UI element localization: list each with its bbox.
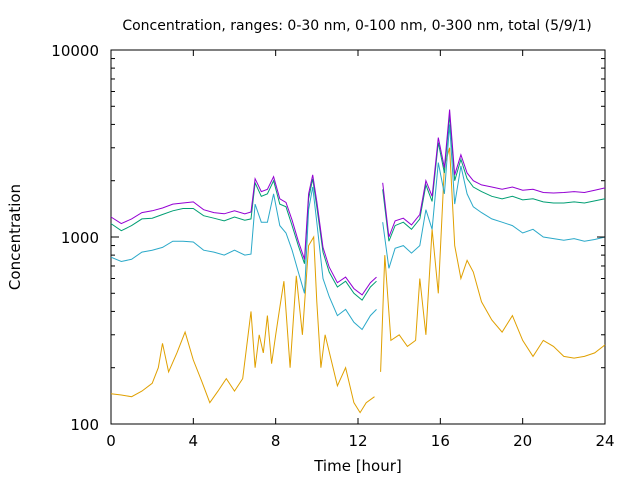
- x-tick-label: 16: [431, 432, 450, 450]
- series-line-1: [110, 147, 606, 414]
- x-tick-label: 20: [513, 432, 532, 450]
- y-tick-label: 10000: [51, 42, 99, 60]
- x-tick-label: 4: [189, 432, 199, 450]
- y-tick-label: 100: [70, 416, 99, 434]
- x-tick-label: 8: [271, 432, 281, 450]
- series-line-2: [110, 124, 606, 331]
- x-tick-label: 0: [106, 432, 116, 450]
- x-axis-label: Time [hour]: [313, 457, 402, 475]
- x-tick-label: 24: [595, 432, 614, 450]
- chart-title: Concentration, ranges: 0-30 nm, 0-100 nm…: [122, 18, 591, 34]
- y-axis-label: Concentration: [6, 184, 24, 290]
- tick-layer: 0 4 8 12 16 20 24 100 1000 10000: [51, 42, 614, 450]
- series-line-4: [110, 109, 606, 296]
- plot-frame: [110, 49, 606, 425]
- series-line-3: [110, 114, 606, 301]
- x-tick-label: 12: [348, 432, 367, 450]
- series-layer: [110, 109, 606, 414]
- y-tick-label: 1000: [61, 229, 99, 247]
